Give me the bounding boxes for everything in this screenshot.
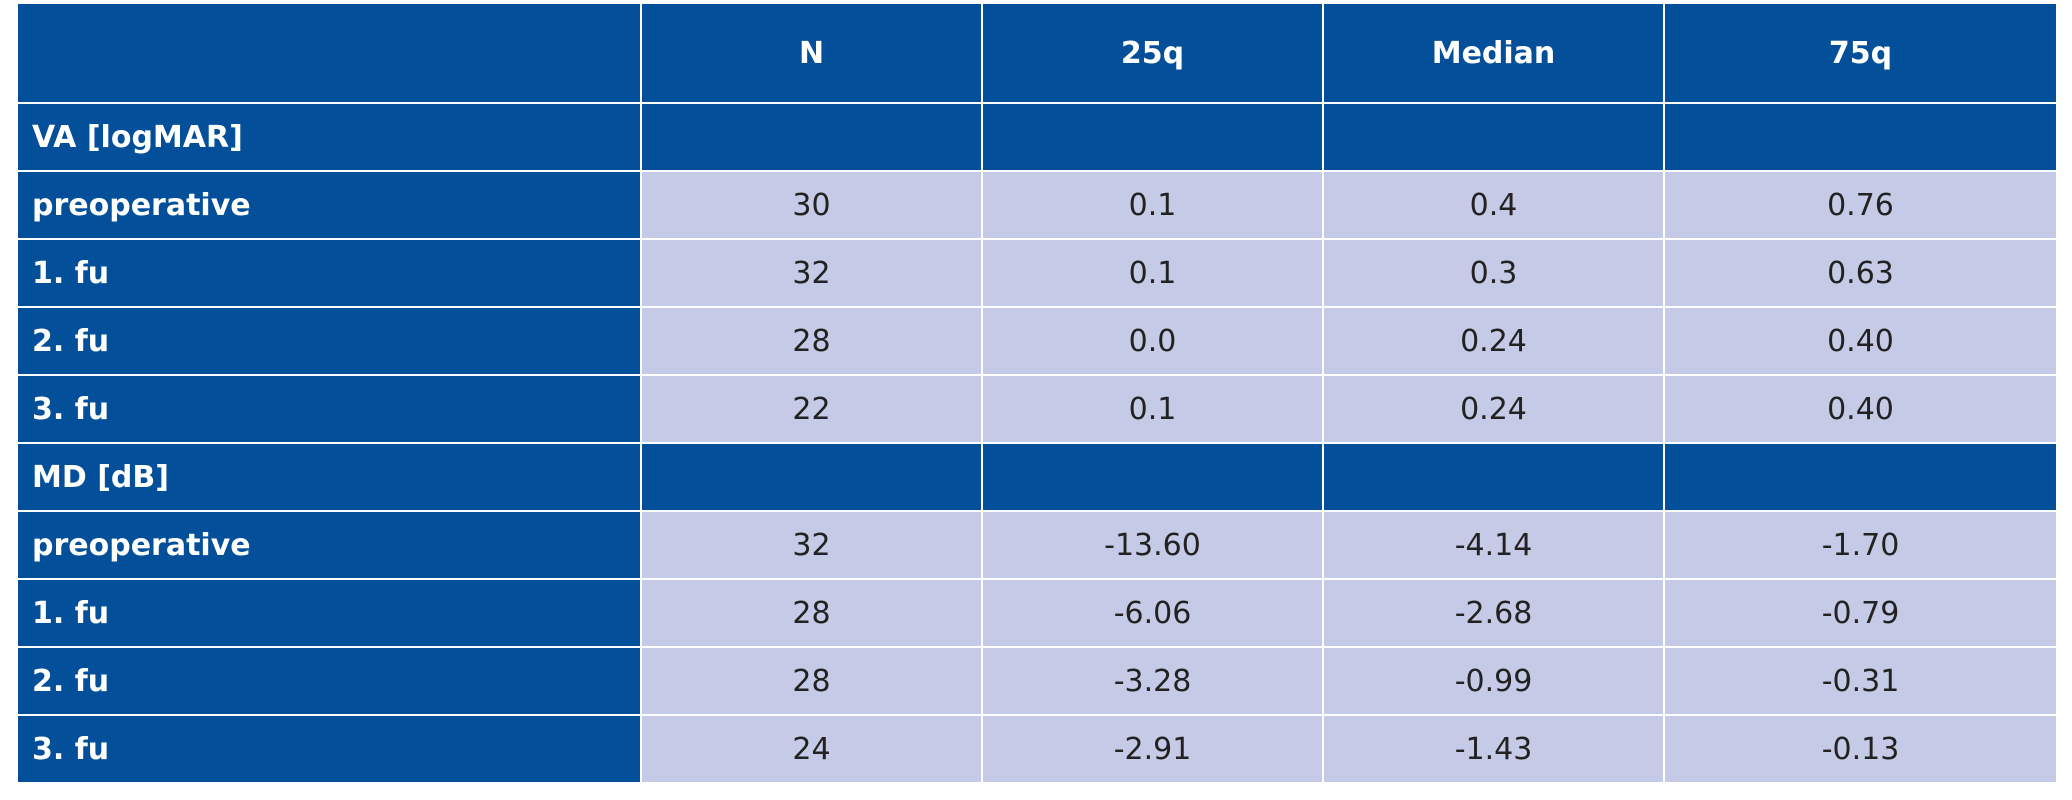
value-cell: -2.68 [1322, 578, 1665, 648]
value-cell: 32 [640, 238, 983, 308]
row-label: 2. fu [16, 306, 642, 376]
value-cell: 0.1 [981, 374, 1324, 444]
value-cell: 28 [640, 578, 983, 648]
value-cell: 22 [640, 374, 983, 444]
value-cell: 0.40 [1663, 306, 2058, 376]
value-cell: -6.06 [981, 578, 1324, 648]
value-cell: -3.28 [981, 646, 1324, 716]
data-row: preoperative 32 -13.60 -4.14 -1.70 [16, 510, 2058, 580]
value-cell: -1.43 [1322, 714, 1665, 784]
results-table: N 25q Median 75q VA [logMAR] preoperative 30 0… [16, 2, 2058, 784]
row-label: preoperative [16, 170, 642, 240]
value-cell: 0.0 [981, 306, 1324, 376]
value-cell: 0.76 [1663, 170, 2058, 240]
section-row: VA [logMAR] [16, 102, 2058, 172]
value-cell: 28 [640, 646, 983, 716]
blank-cell [981, 442, 1324, 512]
value-cell: -1.70 [1663, 510, 2058, 580]
blank-cell [1663, 442, 2058, 512]
value-cell: 0.3 [1322, 238, 1665, 308]
value-cell: 24 [640, 714, 983, 784]
blank-cell [981, 102, 1324, 172]
column-header: N [640, 2, 983, 104]
data-row: 2. fu 28 0.0 0.24 0.40 [16, 306, 2058, 376]
value-cell: -0.99 [1322, 646, 1665, 716]
value-cell: -13.60 [981, 510, 1324, 580]
blank-cell [640, 442, 983, 512]
header-row: N 25q Median 75q [16, 2, 2058, 104]
blank-cell [1322, 442, 1665, 512]
data-row: 3. fu 22 0.1 0.24 0.40 [16, 374, 2058, 444]
section-label: VA [logMAR] [16, 102, 642, 172]
column-header: 25q [981, 2, 1324, 104]
row-label: 3. fu [16, 374, 642, 444]
value-cell: 30 [640, 170, 983, 240]
blank-cell [1663, 102, 2058, 172]
value-cell: -4.14 [1322, 510, 1665, 580]
row-label: preoperative [16, 510, 642, 580]
value-cell: 0.1 [981, 238, 1324, 308]
blank-cell [1322, 102, 1665, 172]
value-cell: 0.63 [1663, 238, 2058, 308]
value-cell: 0.1 [981, 170, 1324, 240]
section-label: MD [dB] [16, 442, 642, 512]
value-cell: -0.79 [1663, 578, 2058, 648]
value-cell: -0.31 [1663, 646, 2058, 716]
value-cell: 0.24 [1322, 306, 1665, 376]
row-label: 1. fu [16, 238, 642, 308]
section-row: MD [dB] [16, 442, 2058, 512]
table-wrapper: N 25q Median 75q VA [logMAR] preoperative 30 0… [16, 2, 2058, 784]
value-cell: -0.13 [1663, 714, 2058, 784]
data-row: preoperative 30 0.1 0.4 0.76 [16, 170, 2058, 240]
value-cell: 0.40 [1663, 374, 2058, 444]
value-cell: 0.24 [1322, 374, 1665, 444]
value-cell: -2.91 [981, 714, 1324, 784]
value-cell: 28 [640, 306, 983, 376]
column-header: 75q [1663, 2, 2058, 104]
row-label: 1. fu [16, 578, 642, 648]
corner-cell [16, 2, 642, 104]
data-row: 1. fu 32 0.1 0.3 0.63 [16, 238, 2058, 308]
row-label: 2. fu [16, 646, 642, 716]
data-row: 1. fu 28 -6.06 -2.68 -0.79 [16, 578, 2058, 648]
data-row: 2. fu 28 -3.28 -0.99 -0.31 [16, 646, 2058, 716]
blank-cell [640, 102, 983, 172]
column-header: Median [1322, 2, 1665, 104]
row-label: 3. fu [16, 714, 642, 784]
value-cell: 32 [640, 510, 983, 580]
data-row: 3. fu 24 -2.91 -1.43 -0.13 [16, 714, 2058, 784]
value-cell: 0.4 [1322, 170, 1665, 240]
